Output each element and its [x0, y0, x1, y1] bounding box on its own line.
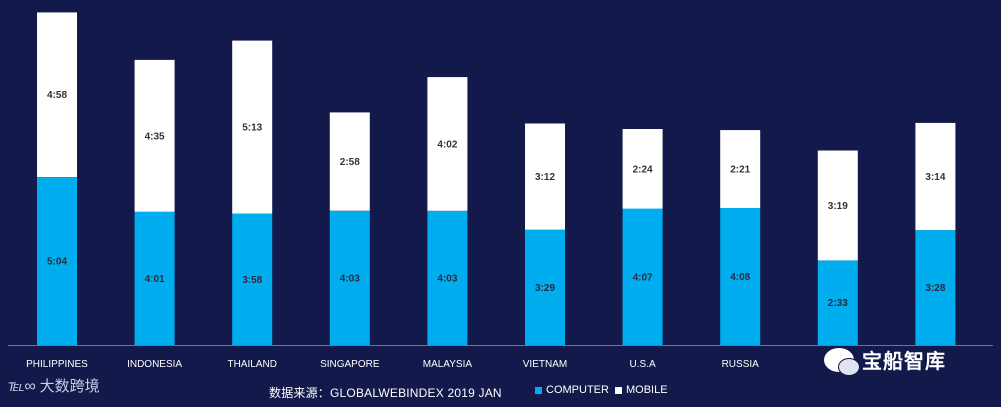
data-label-mobile-0: 4:58 [47, 90, 67, 101]
data-label-mobile-1: 4:35 [145, 131, 165, 142]
data-label-mobile-7: 2:21 [730, 165, 750, 176]
data-label-mobile-2: 5:13 [242, 123, 262, 134]
data-label-computer-8: 2:33 [828, 298, 848, 309]
data-label-computer-5: 3:29 [535, 283, 555, 294]
bar-mobile-6 [622, 129, 663, 209]
bar-mobile-0 [37, 12, 77, 178]
watermark-left-text: 大数跨境 [39, 378, 100, 395]
legend-swatch-mobile [615, 386, 622, 394]
bar-computer-0 [37, 177, 77, 345]
bar-computer-8 [817, 260, 858, 345]
bar-mobile-8 [817, 150, 858, 261]
bar-computer-3 [329, 210, 370, 345]
watermark-right-text: 宝船智库 [862, 351, 946, 373]
legend-label-mobile: MOBILE [626, 384, 668, 396]
bar-mobile-2 [232, 40, 273, 214]
bar-mobile-4 [427, 77, 468, 211]
tick-label-2: THAILAND [227, 359, 276, 370]
bar-mobile-1 [134, 59, 175, 212]
bar-computer-5 [525, 229, 565, 345]
data-label-mobile-8: 3:19 [828, 201, 848, 212]
bar-computer-7 [720, 208, 761, 345]
data-label-mobile-6: 2:24 [633, 164, 653, 175]
data-label-mobile-4: 4:02 [437, 139, 457, 150]
bar-mobile-3 [329, 112, 370, 211]
tick-label-0: PHILIPPINES [26, 359, 88, 370]
data-label-computer-3: 4:03 [340, 273, 360, 284]
bar-computer-4 [427, 210, 468, 345]
legend-item-mobile: MOBILE [615, 384, 668, 396]
data-label-computer-1: 4:01 [145, 274, 165, 285]
bar-mobile-5 [525, 123, 565, 230]
tick-label-3: SINGAPORE [320, 359, 380, 370]
legend-label-computer: COMPUTER [546, 384, 609, 396]
bar-computer-6 [622, 208, 663, 345]
tick-label-5: VIETNAM [523, 359, 567, 370]
bar-mobile-9 [915, 122, 956, 231]
watermark-logo-left: ℡∞ 大数跨境 [8, 375, 100, 396]
tick-label-4: MALAYSIA [423, 359, 473, 370]
legend-item-computer: COMPUTER [535, 384, 609, 396]
tick-label-1: INDONESIA [127, 359, 182, 370]
stacked-bar-chart: 5:04 4:58 4:01 4:35 3:58 5:13 4:03 2:58 4:03 4:02… [8, 12, 993, 370]
data-label-computer-7: 4:08 [730, 272, 750, 283]
data-label-mobile-9: 3:14 [925, 172, 945, 183]
data-label-mobile-3: 2:58 [340, 157, 360, 168]
data-label-computer-2: 3:58 [242, 275, 262, 286]
data-label-computer-6: 4:07 [633, 272, 653, 283]
bar-computer-9 [915, 230, 956, 345]
data-label-computer-9: 3:28 [925, 283, 945, 294]
tick-label-6: U.S.A [630, 359, 656, 370]
data-label-mobile-5: 3:12 [535, 172, 555, 183]
bar-computer-1 [134, 211, 175, 345]
chart-footer: 数据来源：GLOBALWEBINDEX 2019 JAN COMPUTER MO… [0, 380, 1001, 404]
bar-computer-2 [232, 213, 273, 345]
data-label-computer-0: 5:04 [47, 257, 67, 268]
watermark-logo-right: 宝船智库 [824, 345, 946, 376]
wechat-icon [824, 347, 860, 376]
bar-mobile-7 [720, 130, 761, 208]
tick-label-7: RUSSIA [722, 359, 760, 370]
legend-swatch-computer [535, 386, 542, 394]
data-label-computer-4: 4:03 [437, 273, 457, 284]
brand-mark-icon: ℡∞ [8, 377, 36, 395]
data-source: 数据来源：GLOBALWEBINDEX 2019 JAN [269, 386, 502, 400]
